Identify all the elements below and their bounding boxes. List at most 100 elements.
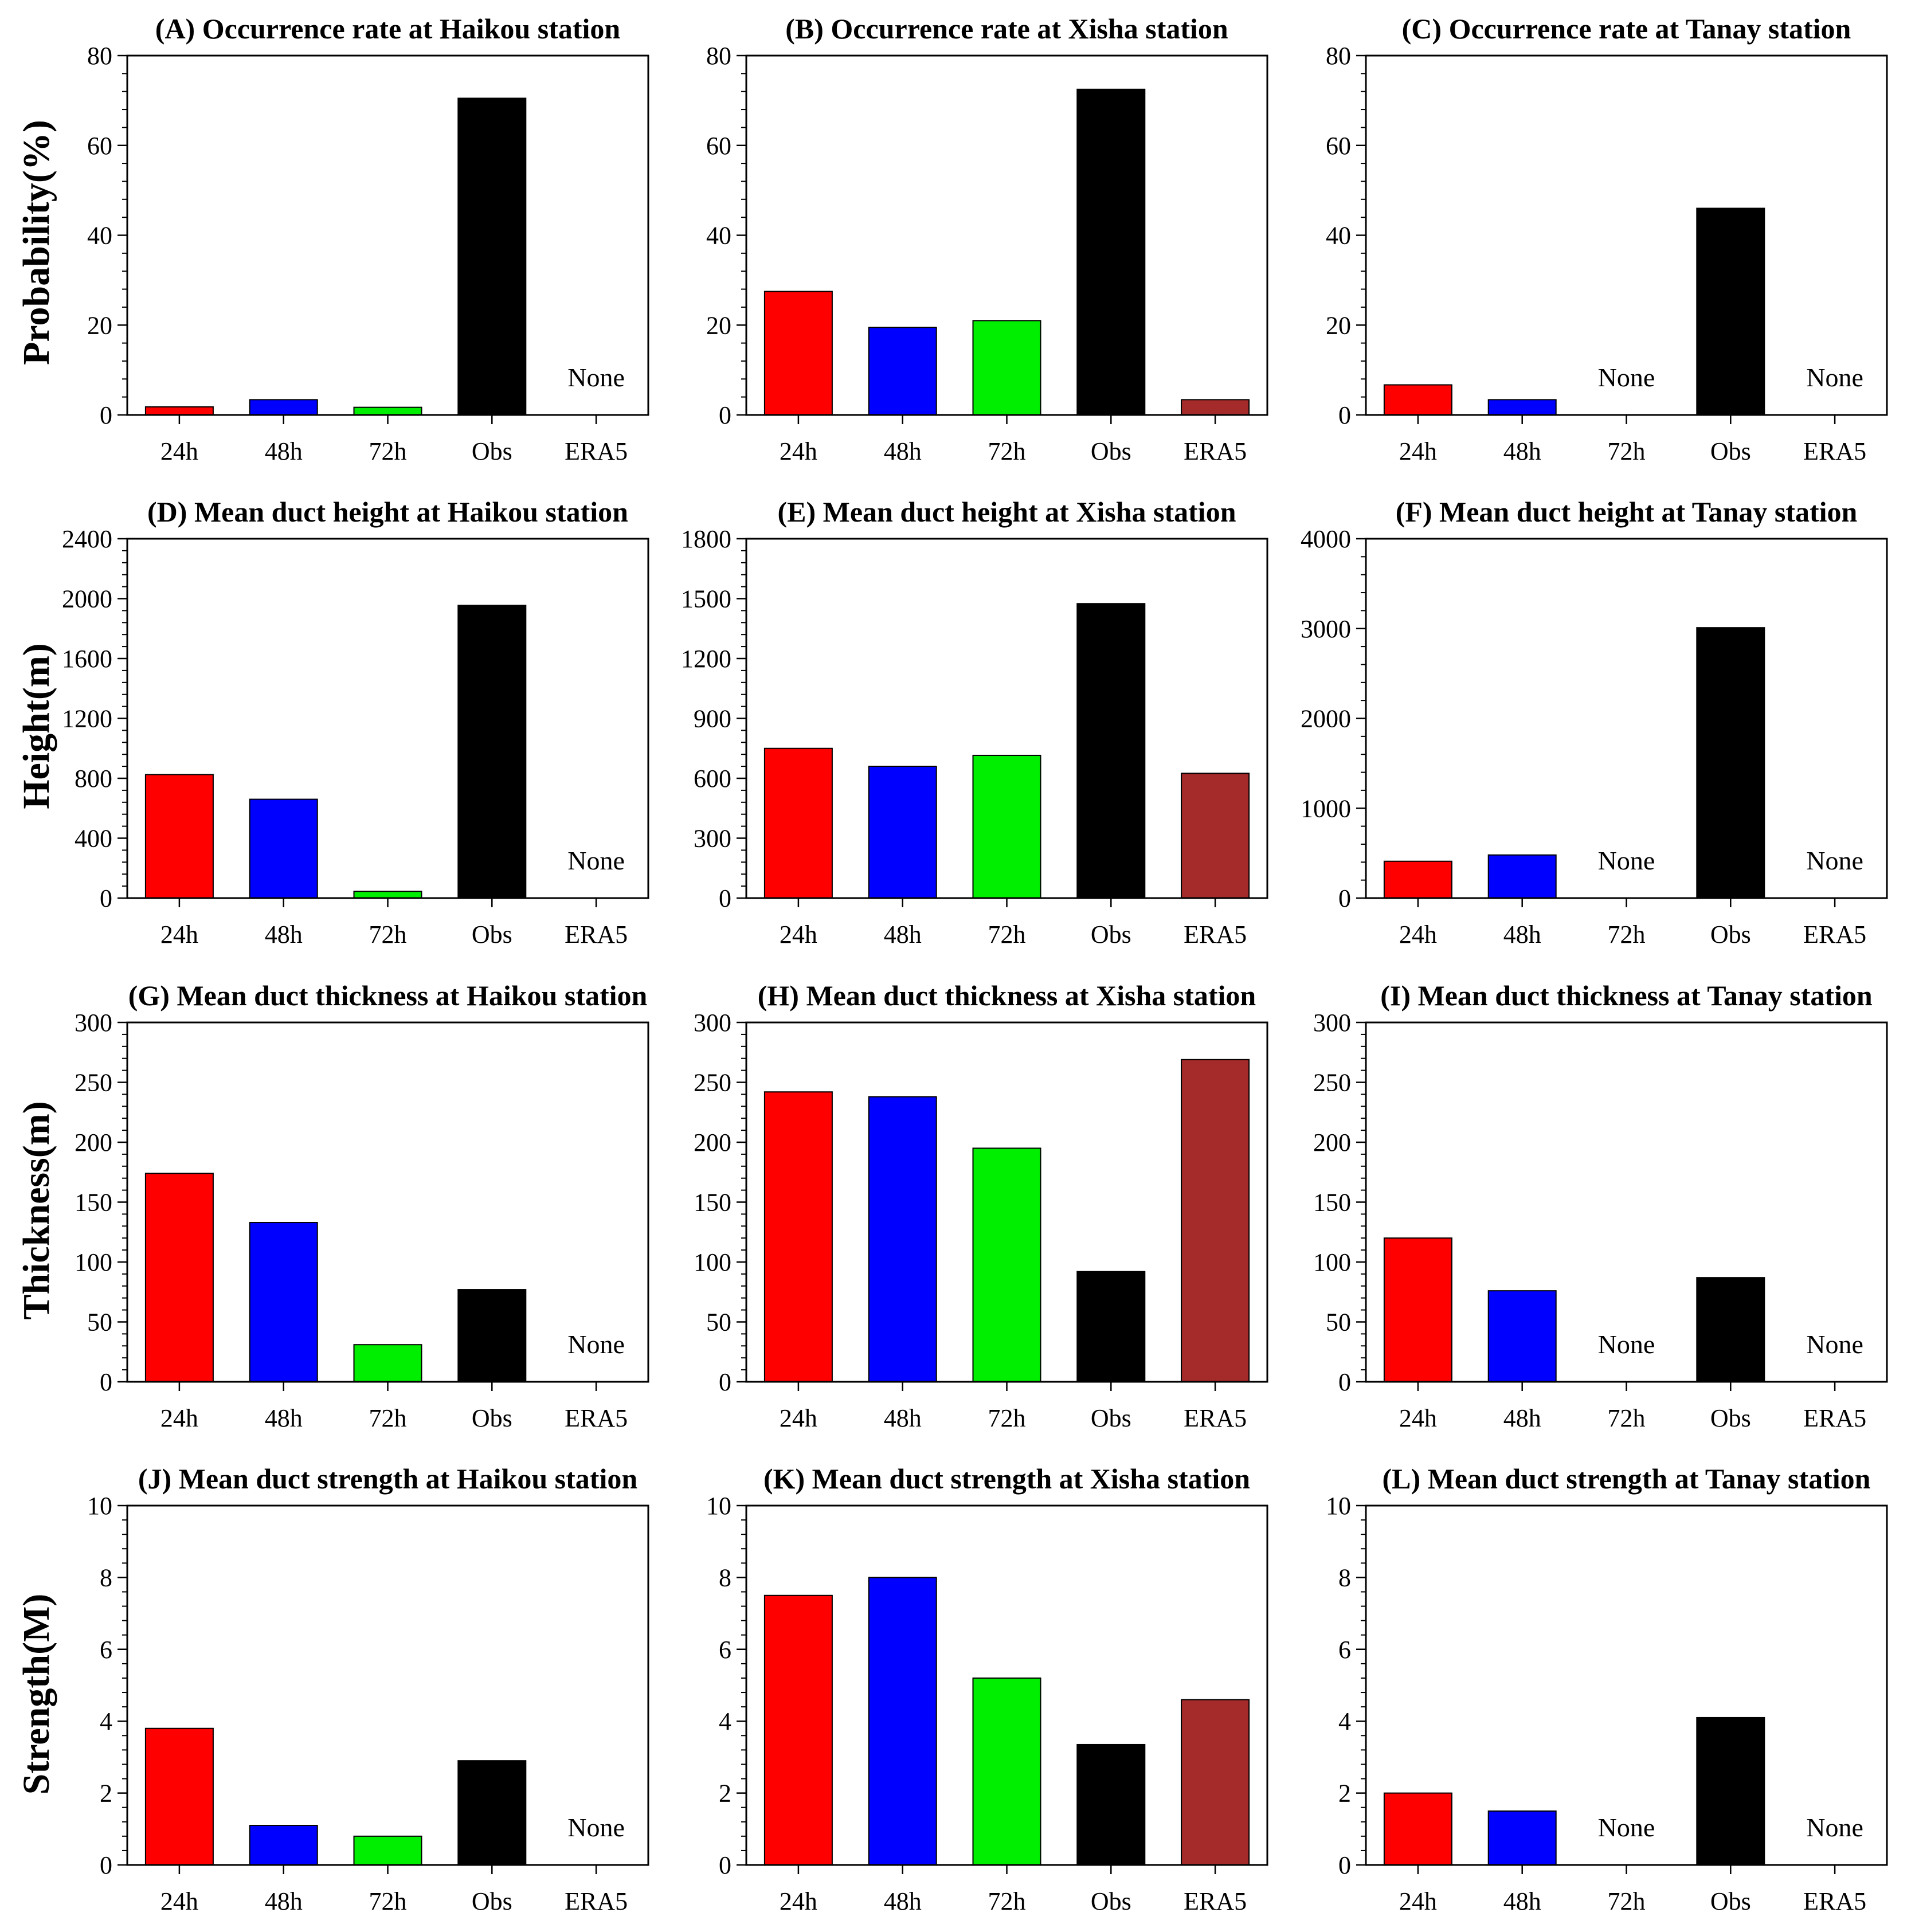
panel-12-bar-24h <box>1383 1792 1452 1866</box>
panel-5-x-tick-label-obs: Obs <box>1091 920 1131 949</box>
panel-11-bar-obs <box>1076 1743 1146 1866</box>
panel-10-y-tick-label: 10 <box>87 1492 112 1520</box>
panel-9-none-label-era5: None <box>1806 1330 1863 1359</box>
panel-1-bar-24h <box>144 406 214 416</box>
panel-3-bar-24h <box>1383 384 1452 416</box>
panel-6-bar-obs <box>1696 627 1765 899</box>
panels: (A) Occurrence rate at Haikou station Non… <box>62 13 1888 1915</box>
panel-6-x-tick-label-era5: ERA5 <box>1803 920 1866 949</box>
row-label-thickness: Thickness(m) <box>15 1101 57 1319</box>
panel-7-x-tick-label-48h: 48h <box>265 1404 303 1432</box>
panel-3-y-tick-label: 60 <box>1326 132 1351 160</box>
panel-5-title: (E) Mean duct height at Xisha station <box>777 496 1236 528</box>
panel-5-bar-48h <box>868 766 937 899</box>
panel-9-x-tick-label-48h: 48h <box>1503 1404 1541 1432</box>
panel-11-x-tick-label-48h: 48h <box>884 1887 922 1915</box>
panel-10-bar-obs <box>457 1760 527 1866</box>
panel-12: (L) Mean duct strength at Tanay station N… <box>1326 1463 1888 1915</box>
panel-3-none-label-era5: None <box>1806 363 1863 392</box>
panel-2-x-tick-label-24h: 24h <box>780 437 817 465</box>
panel-2-x-tick-label-48h: 48h <box>884 437 922 465</box>
panel-9-y-tick-label: 150 <box>1313 1189 1351 1217</box>
panel-5-x-tick-label-48h: 48h <box>884 920 922 949</box>
panel-4: (D) Mean duct height at Haikou station No… <box>62 496 649 949</box>
panel-7-bar-obs <box>457 1289 527 1383</box>
panel-6-y-tick-label: 3000 <box>1301 615 1351 643</box>
panel-1-x-tick-label-obs: Obs <box>472 437 512 465</box>
panel-12-bar-48h <box>1487 1810 1557 1866</box>
panel-10-none-label-era5: None <box>567 1813 625 1842</box>
panel-12-title: (L) Mean duct strength at Tanay station <box>1383 1463 1871 1495</box>
panel-10-x-tick-label-obs: Obs <box>472 1887 512 1915</box>
row-label-probability: Probability(%) <box>15 120 57 365</box>
panel-11-x-tick-label-obs: Obs <box>1091 1887 1131 1915</box>
panel-8-x-tick-label-48h: 48h <box>884 1404 922 1432</box>
panel-8-y-tick-label: 150 <box>694 1189 731 1217</box>
panel-1-x-tick-label-48h: 48h <box>265 437 303 465</box>
panel-4-bar-48h <box>249 798 318 899</box>
panel-8-bar-48h <box>868 1096 937 1382</box>
panel-5-x-tick-label-72h: 72h <box>988 920 1026 949</box>
panel-9-x-tick-label-72h: 72h <box>1608 1404 1646 1432</box>
panel-4-x-tick-label-era5: ERA5 <box>565 920 628 949</box>
panel-10-frame <box>126 1504 649 1866</box>
panel-4-y-tick-label: 1200 <box>62 705 112 733</box>
panel-12-y-tick-label: 4 <box>1338 1707 1351 1735</box>
panel-7: (G) Mean duct thickness at Haikou statio… <box>75 979 649 1432</box>
panel-8-y-tick-label: 250 <box>694 1069 731 1097</box>
panel-3-none-label-72h: None <box>1598 363 1655 392</box>
panel-6-x-tick-label-72h: 72h <box>1608 920 1646 949</box>
panel-8-y-tick-label: 200 <box>694 1128 731 1157</box>
panel-4-none-label-era5: None <box>567 846 625 875</box>
panel-2-y-tick-label: 0 <box>719 401 731 429</box>
panel-6-frame <box>1365 538 1888 899</box>
panel-10-title: (J) Mean duct strength at Haikou station <box>138 1463 638 1495</box>
panel-8-y-tick-label: 0 <box>719 1368 731 1396</box>
panel-5-bar-72h <box>972 754 1041 899</box>
panel-1-x-tick-label-24h: 24h <box>160 437 198 465</box>
panel-3-x-tick-label-48h: 48h <box>1503 437 1541 465</box>
panel-5-frame <box>745 538 1268 899</box>
panel-4-y-tick-label: 2000 <box>62 585 112 613</box>
panel-11-x-tick-label-era5: ERA5 <box>1184 1887 1247 1915</box>
panel-4-bar-24h <box>144 774 214 899</box>
panel-3-y-tick-label: 20 <box>1326 311 1351 339</box>
panel-12-x-tick-label-72h: 72h <box>1608 1887 1646 1915</box>
panel-5-x-tick-label-24h: 24h <box>780 920 817 949</box>
panel-11-frame <box>745 1504 1268 1866</box>
panel-6-x-tick-label-48h: 48h <box>1503 920 1541 949</box>
panel-4-frame <box>126 538 649 899</box>
panel-2-x-tick-label-era5: ERA5 <box>1184 437 1247 465</box>
panel-9-y-tick-label: 200 <box>1313 1128 1351 1157</box>
panel-2-x-tick-label-72h: 72h <box>988 437 1026 465</box>
panel-12-x-tick-label-48h: 48h <box>1503 1887 1541 1915</box>
panel-7-y-tick-label: 300 <box>75 1009 112 1037</box>
row-label-height: Height(m) <box>15 643 57 809</box>
panel-9-bar-obs <box>1696 1277 1765 1382</box>
panel-11-y-tick-label: 0 <box>719 1851 731 1879</box>
panel-11-bar-era5 <box>1181 1699 1250 1866</box>
panel-3-y-tick-label: 80 <box>1326 42 1351 70</box>
panel-9-y-tick-label: 0 <box>1338 1368 1351 1396</box>
panel-5-bar-era5 <box>1181 773 1250 899</box>
panel-11-y-tick-label: 6 <box>719 1636 731 1664</box>
panel-1-bar-48h <box>249 399 318 416</box>
panel-8: (H) Mean duct thickness at Xisha station… <box>694 979 1268 1432</box>
panel-11-y-tick-label: 4 <box>719 1707 731 1735</box>
panel-1-frame <box>126 54 649 416</box>
panel-7-none-label-era5: None <box>567 1330 625 1359</box>
panel-11-bar-48h <box>868 1577 937 1866</box>
panel-2-y-tick-label: 80 <box>706 42 731 70</box>
panel-11-y-tick-label: 8 <box>719 1563 731 1592</box>
panel-2-bar-48h <box>868 327 937 416</box>
panel-10-x-tick-label-24h: 24h <box>160 1887 198 1915</box>
panel-2: (B) Occurrence rate at Xisha station 0 20 4… <box>706 13 1268 465</box>
panel-11-bar-24h <box>763 1594 833 1866</box>
panel-6: (F) Mean duct height at Tanay station Non… <box>1301 496 1888 949</box>
panel-3-y-tick-label: 40 <box>1326 222 1351 250</box>
panel-4-x-tick-label-72h: 72h <box>369 920 407 949</box>
panel-5-y-tick-label: 600 <box>694 765 731 793</box>
panel-11: (K) Mean duct strength at Xisha station 0… <box>706 1463 1268 1915</box>
panel-5-y-tick-label: 1500 <box>681 585 731 613</box>
panel-3-title: (C) Occurrence rate at Tanay station <box>1402 13 1851 45</box>
